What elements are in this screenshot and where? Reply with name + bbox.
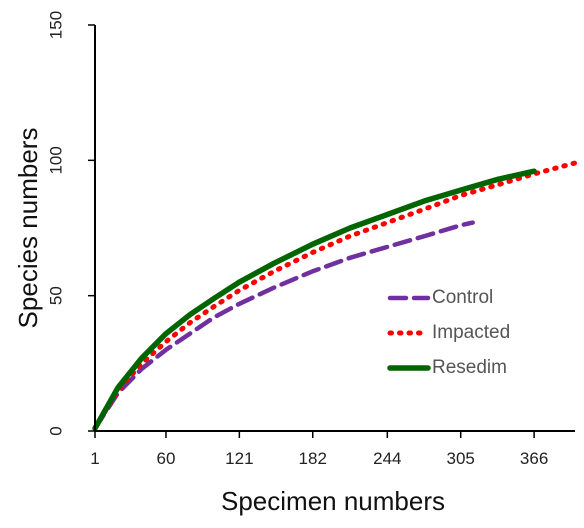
series-layer — [92, 160, 578, 432]
legend: Control Impacted Resedim — [387, 287, 510, 378]
x-tick-label: 60 — [157, 449, 176, 468]
legend-label-impacted: Impacted — [432, 322, 510, 343]
axes — [88, 24, 575, 438]
series-line-resedim — [92, 168, 537, 432]
series-line-control — [92, 220, 475, 431]
y-tick-label: 0 — [46, 426, 65, 435]
legend-label-resedim: Resedim — [432, 357, 507, 378]
tick-labels: 1 60 121 182 244 305 366 0 50 100 150 — [46, 11, 548, 468]
y-tick-label: 100 — [46, 146, 65, 174]
x-tick-label: 366 — [520, 449, 548, 468]
legend-label-control: Control — [432, 287, 493, 308]
y-tick-label: 50 — [46, 286, 65, 305]
x-tick-label: 305 — [447, 449, 475, 468]
x-tick-label: 121 — [225, 449, 253, 468]
y-axis-title: Species numbers — [13, 128, 43, 329]
y-tick-label: 150 — [46, 11, 65, 39]
x-tick-label: 1 — [90, 449, 99, 468]
x-tick-label: 244 — [373, 449, 401, 468]
x-axis-title: Specimen numbers — [221, 486, 445, 516]
series-line-impacted — [92, 160, 578, 431]
x-tick-label: 182 — [299, 449, 327, 468]
